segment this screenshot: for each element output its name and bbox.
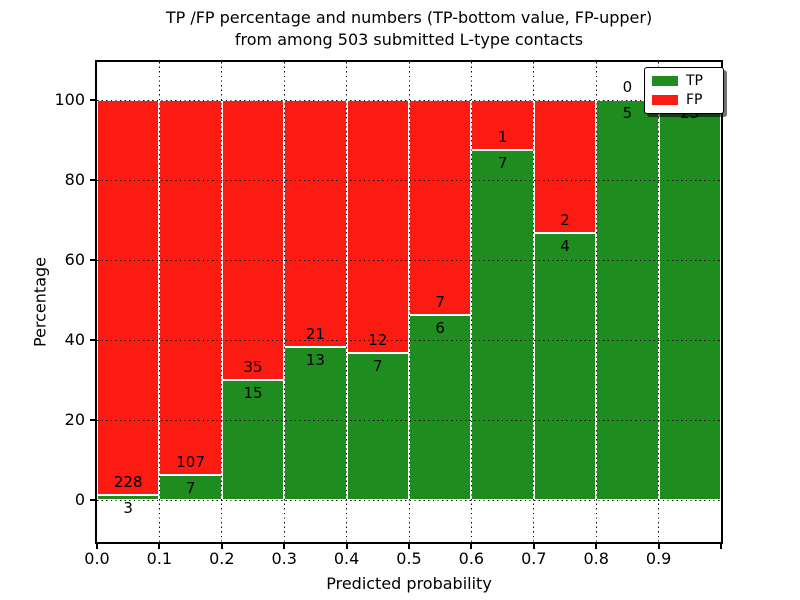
bar-segment-fp	[409, 100, 472, 316]
y-tick-mark	[90, 339, 95, 341]
bar-segment-fp	[346, 100, 409, 353]
x-tick-mark	[657, 544, 660, 549]
x-tick-mark	[158, 544, 161, 549]
bar-count-label-fp: 12	[368, 330, 388, 349]
y-tick-mark	[90, 99, 95, 101]
bar-segment-fp	[221, 100, 285, 380]
y-tick-label: 40	[64, 330, 85, 349]
bar-segment-fp	[533, 100, 597, 234]
grid-line-vertical	[533, 62, 535, 542]
x-tick-label: 0.2	[209, 549, 235, 568]
y-tick-label: 100	[54, 90, 85, 109]
plot-area: 0.0 0.1 0.2 0.3 0.4 0.5 0.6 0.7 0.8 0.9 0 20 40 60 80 1…	[31, 60, 724, 593]
y-tick-mark	[90, 419, 95, 421]
grid-line-vertical	[470, 62, 472, 542]
bar-count-label-tp: 7	[373, 356, 383, 375]
bar-count-label-tp: 6	[435, 319, 445, 338]
x-axis-label: Predicted probability	[326, 574, 492, 593]
grid-line-horizontal	[97, 339, 721, 341]
bar-count-label-tp: 15	[243, 384, 263, 402]
bar-segment-fp	[471, 100, 534, 150]
bar-segment-tp	[346, 352, 409, 500]
bar-count-label-fp: 107	[176, 453, 205, 472]
x-tick-label: 0.6	[458, 549, 485, 568]
bar-segment-tp	[97, 494, 160, 500]
grid-line-horizontal	[97, 419, 721, 421]
grid-line-vertical	[283, 62, 285, 542]
grid-line-horizontal	[97, 179, 721, 181]
bar-count-label-fp: 1	[497, 128, 508, 146]
bar-count-label-tp: 13	[305, 351, 325, 370]
bar-count-label-fp: 35	[243, 358, 263, 376]
chart-title-line2: from among 503 submitted L-type contacts	[234, 30, 584, 49]
x-tick-label: 0.3	[271, 549, 297, 568]
bar-count-label-tp: 5	[622, 104, 633, 122]
grid-line-horizontal	[97, 499, 721, 501]
x-tick-label: 0.8	[583, 549, 609, 568]
bar-count-label-tp: 7	[185, 479, 196, 498]
bar-segment-fp	[284, 100, 347, 348]
x-tick-label: 0.4	[333, 549, 360, 568]
bar-count-label-tp: 3	[123, 498, 133, 517]
x-tick-mark	[470, 544, 473, 549]
bar-segment-tp	[596, 100, 659, 500]
x-tick-mark	[595, 544, 598, 549]
grid-line-vertical	[221, 62, 223, 542]
bar-segment-tp	[471, 150, 534, 500]
x-tick-mark	[220, 544, 223, 549]
bar-segment-fp	[97, 100, 160, 495]
y-tick-label: 60	[64, 250, 85, 269]
bar-count-label-fp: 228	[113, 472, 143, 491]
bar-count-label-tp: 7	[497, 154, 508, 172]
bar-segment-tp	[658, 100, 721, 500]
x-tick-label: 0.7	[521, 549, 547, 568]
grid-line-vertical	[658, 62, 660, 542]
x-tick-mark	[408, 544, 410, 549]
y-tick-label: 0	[74, 490, 85, 509]
chart-title: TP /FP percentage and numbers (TP-bottom…	[95, 7, 723, 51]
legend-label-tp: TP	[686, 73, 703, 89]
grid-line-horizontal	[97, 99, 721, 101]
x-tick-label: 0.1	[146, 549, 173, 568]
bar-count-label-fp: 21	[305, 325, 325, 344]
legend-item-fp: FP	[652, 92, 716, 108]
y-tick-mark	[90, 259, 95, 261]
tp-green-swatch-icon	[652, 76, 678, 86]
x-tick-mark	[345, 544, 348, 549]
x-tick-mark	[96, 544, 98, 549]
bar-count-label-fp: 7	[435, 293, 445, 312]
bar-segment-tp	[533, 233, 597, 500]
y-tick-mark	[90, 499, 95, 501]
x-tick-mark	[720, 544, 722, 549]
bar-segment-tp	[159, 475, 222, 500]
fp-red-swatch-icon	[652, 95, 678, 105]
y-axis-label: Percentage	[30, 256, 50, 348]
x-tick-mark	[532, 544, 535, 549]
y-tick-label: 20	[64, 410, 85, 429]
x-tick-mark	[283, 544, 286, 549]
bar-count-label-tp: 4	[560, 237, 570, 256]
legend-label-fp: FP	[686, 92, 703, 108]
grid-line-vertical	[346, 62, 348, 542]
grid-line-vertical	[408, 62, 410, 542]
grid-line-horizontal	[97, 259, 721, 261]
bar-segment-tp	[284, 347, 347, 500]
grid-line-vertical	[595, 62, 597, 542]
legend: TP FP	[644, 67, 724, 114]
bar-count-label-fp: 0	[622, 78, 633, 96]
y-tick-mark	[90, 179, 95, 181]
x-tick-label: 0.5	[396, 549, 422, 568]
x-tick-label: 0.9	[645, 549, 672, 568]
grid-line-vertical	[158, 62, 160, 542]
bar-segment-tp	[409, 315, 472, 500]
x-tick-label: 0.0	[84, 549, 110, 568]
bar-segment-fp	[159, 100, 222, 476]
chart-title-line1: TP /FP percentage and numbers (TP-bottom…	[165, 8, 653, 27]
y-tick-label: 80	[64, 170, 85, 189]
legend-item-tp: TP	[652, 73, 716, 89]
bar-count-label-fp: 2	[560, 211, 570, 230]
